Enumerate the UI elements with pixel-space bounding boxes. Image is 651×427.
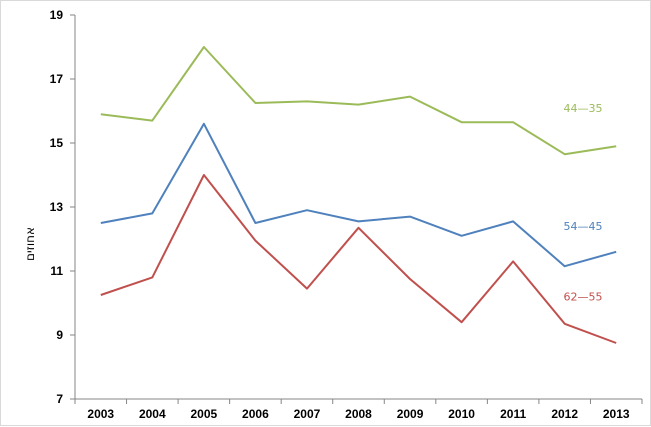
- series-line-3: [100, 174, 617, 344]
- data-point-3: [615, 342, 617, 344]
- y-tick-label: 9: [56, 328, 63, 342]
- data-point-3: [512, 260, 514, 262]
- x-tick-label: 2009: [397, 407, 424, 421]
- data-point-2: [203, 123, 205, 125]
- data-point-3: [461, 321, 463, 323]
- axes: [70, 14, 643, 404]
- x-tick-label: 2010: [448, 407, 475, 421]
- y-tick-label: 15: [50, 136, 64, 150]
- series-labels: 44—35 54—45 62—55: [564, 102, 603, 304]
- data-point-1: [254, 102, 256, 104]
- y-tick-label: 19: [50, 8, 64, 22]
- data-point-1: [151, 120, 153, 122]
- y-tick-label: 13: [50, 200, 64, 214]
- data-point-3: [203, 174, 205, 176]
- data-point-2: [151, 212, 153, 214]
- data-point-3: [100, 294, 102, 296]
- data-point-1: [564, 153, 566, 155]
- data-point-2: [461, 235, 463, 237]
- x-tick-label: 2004: [139, 407, 166, 421]
- data-point-1: [512, 121, 514, 123]
- x-tick-label: 2013: [603, 407, 630, 421]
- x-tick-label: 2011: [500, 407, 526, 421]
- series-label-3: 62—55: [564, 291, 603, 304]
- data-point-3: [151, 276, 153, 278]
- x-tick-label: 2008: [345, 407, 372, 421]
- data-point-2: [615, 251, 617, 253]
- series-line-1: [100, 46, 617, 156]
- data-point-2: [306, 209, 308, 211]
- data-point-2: [100, 222, 102, 224]
- x-tick-label: 2012: [551, 407, 578, 421]
- y-tick-label: 17: [50, 72, 64, 86]
- data-point-3: [409, 278, 411, 280]
- x-tick-label: 2006: [242, 407, 269, 421]
- data-point-1: [306, 100, 308, 102]
- data-point-1: [358, 104, 360, 106]
- data-point-3: [358, 227, 360, 229]
- data-point-1: [409, 96, 411, 98]
- y-tick-label: 7: [56, 392, 63, 406]
- data-point-2: [409, 216, 411, 218]
- y-tick-label: 11: [50, 264, 63, 278]
- x-tick-label: 2005: [191, 407, 218, 421]
- data-point-2: [512, 220, 514, 222]
- data-point-3: [254, 240, 256, 242]
- series-label-2: 54—45: [564, 220, 603, 233]
- series-lines: [100, 46, 617, 344]
- data-point-1: [100, 113, 102, 115]
- data-point-3: [306, 288, 308, 290]
- data-point-1: [461, 121, 463, 123]
- series-label-1: 44—35: [564, 102, 603, 115]
- y-axis-title: אחוזים: [23, 227, 37, 261]
- data-point-2: [358, 220, 360, 222]
- data-point-2: [254, 222, 256, 224]
- series-line-2: [100, 122, 617, 268]
- data-point-1: [203, 46, 205, 48]
- data-point-2: [564, 265, 566, 267]
- x-tick-label: 2007: [294, 407, 321, 421]
- x-tick-label: 2003: [87, 407, 114, 421]
- data-point-1: [615, 145, 617, 147]
- data-point-3: [564, 323, 566, 325]
- tick-labels: 7 9 11 13 15 17 19 2003 2004 2005 2006 2007 2008 2009…: [50, 8, 630, 421]
